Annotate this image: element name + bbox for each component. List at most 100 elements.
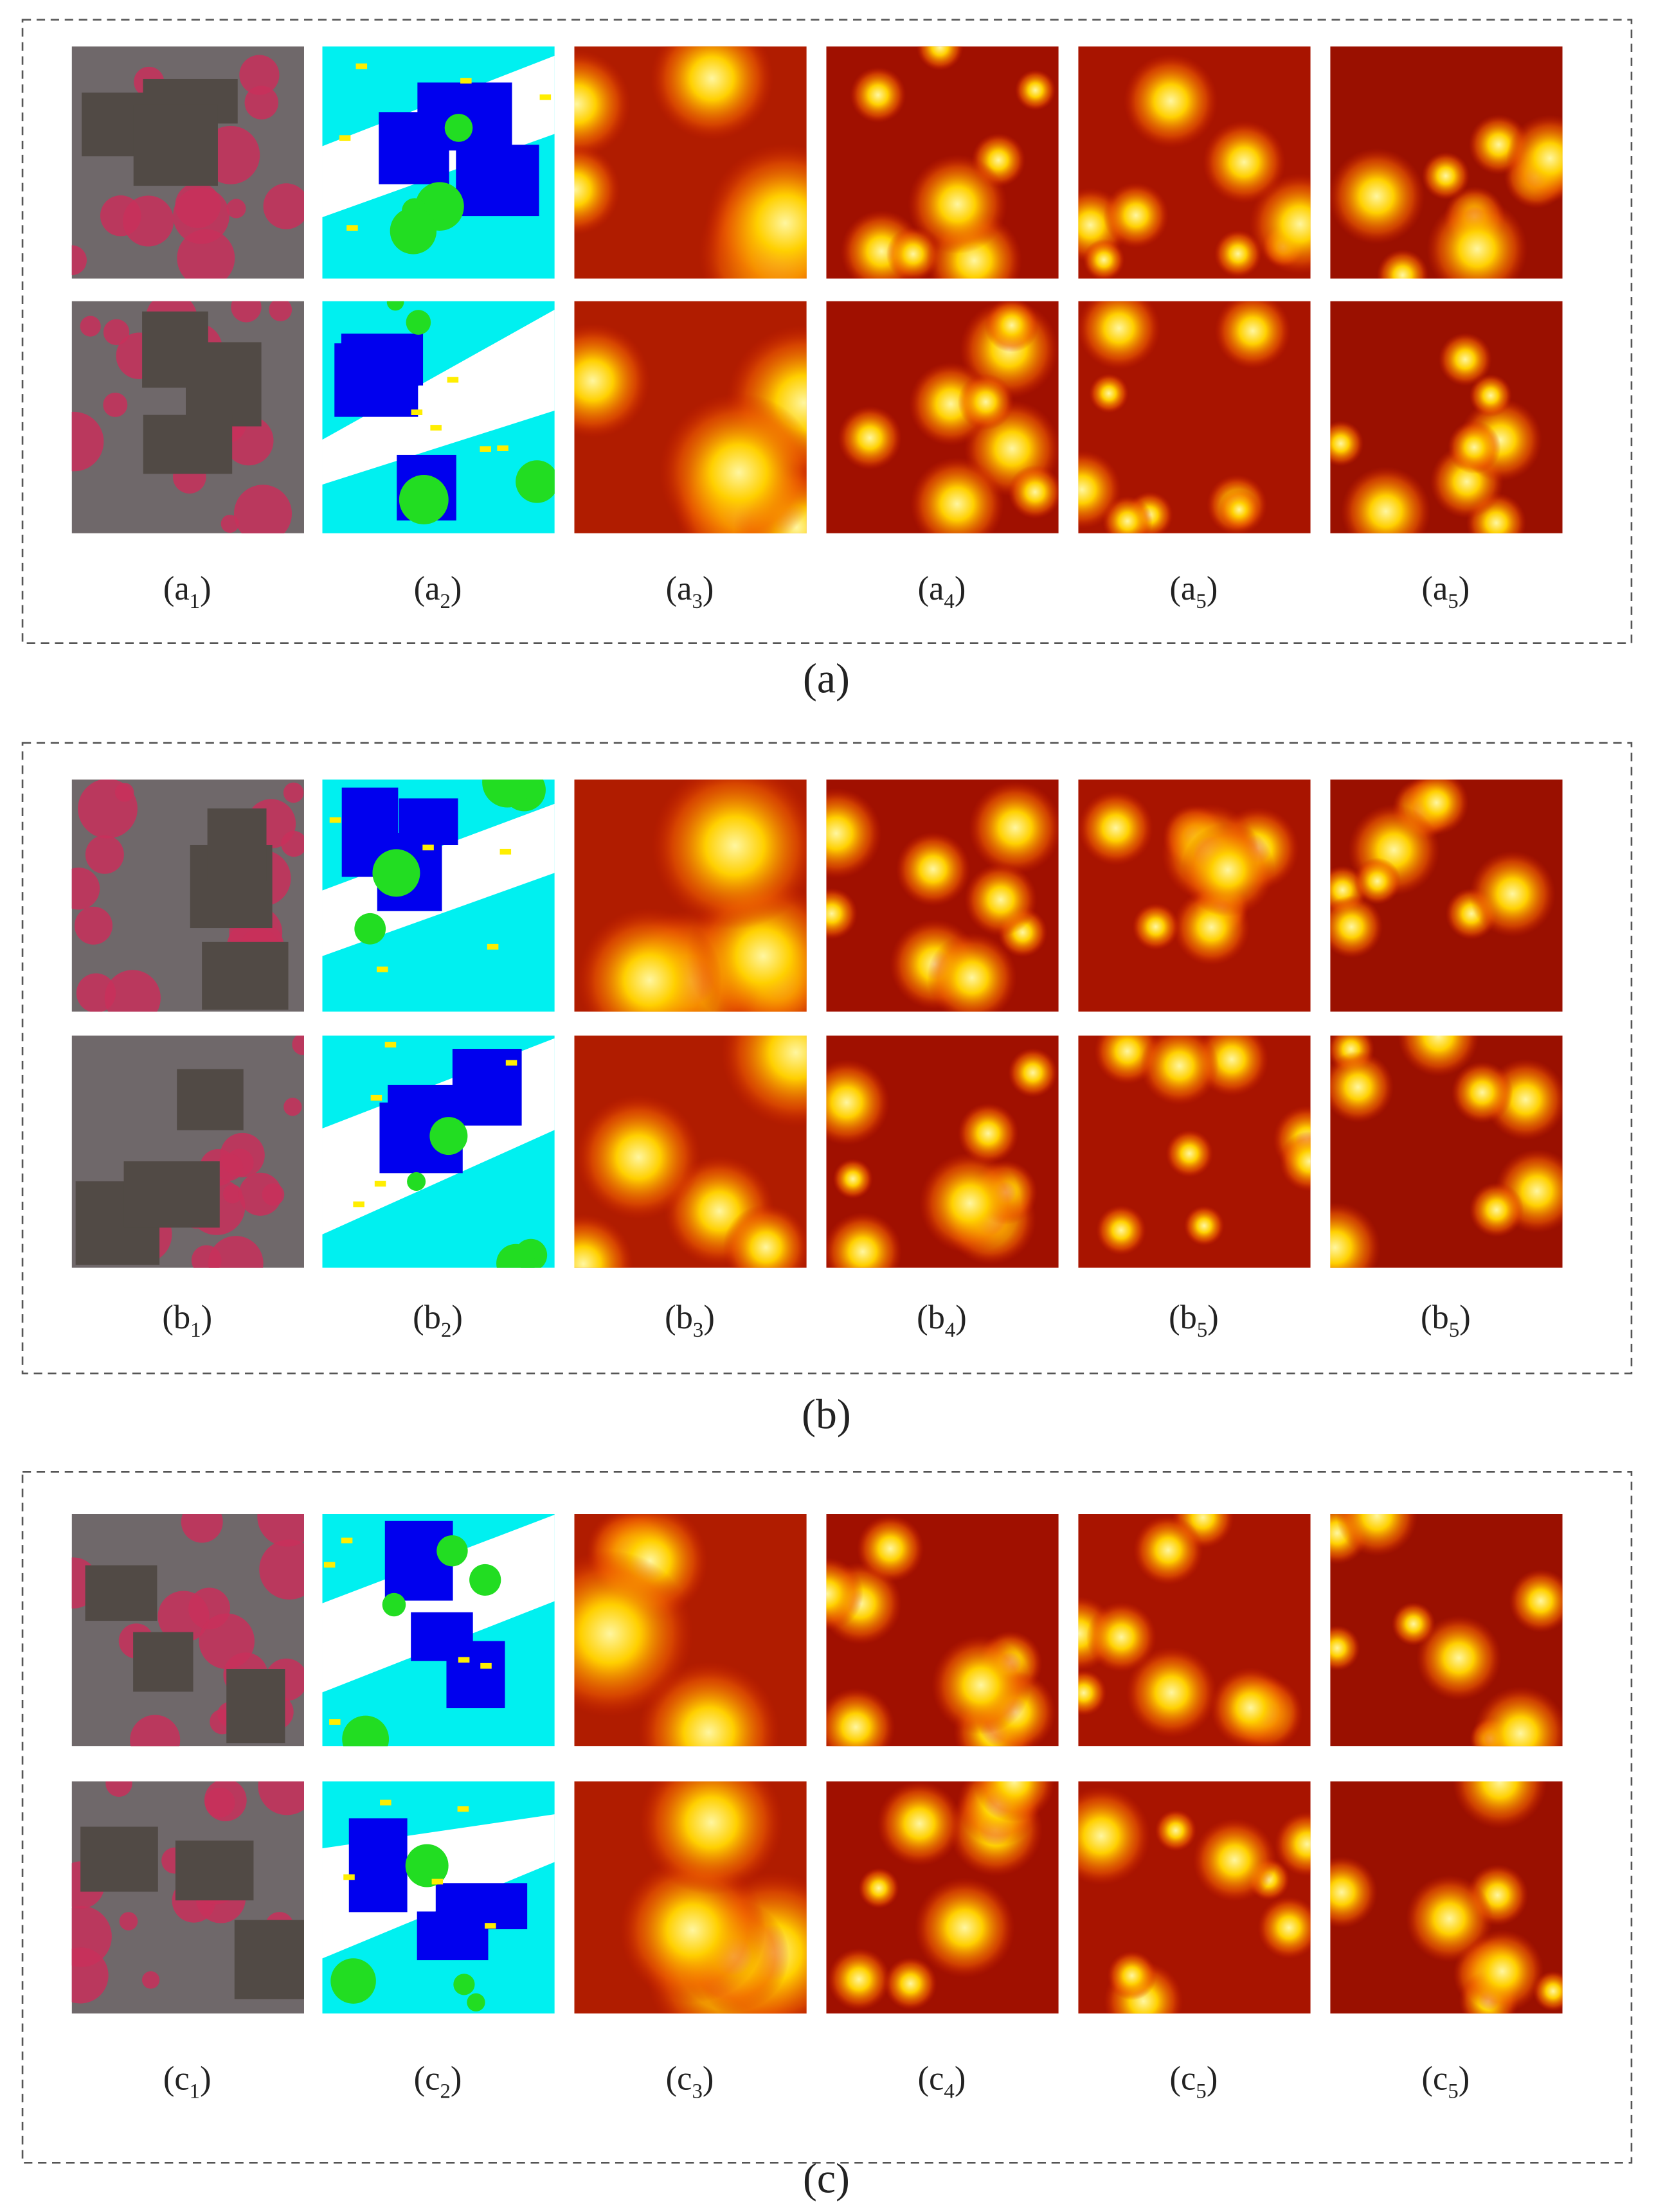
label-subscript: 3 [693,1319,703,1342]
activation [1426,198,1528,279]
vegetation [157,1591,210,1643]
car [485,1923,496,1929]
activation [908,154,1007,254]
vegetation [283,1098,302,1116]
subfigure-label: (b5) [1169,1299,1219,1342]
activation [1107,1950,1157,2001]
tile [1330,1781,1563,2014]
tile [322,780,555,1012]
tile [71,301,304,533]
activation [858,1868,899,1909]
subfigure-label: (c5) [1170,2060,1218,2103]
tile [574,1781,807,2014]
panel-caption: (b) [802,1391,851,1438]
activation [826,1059,890,1146]
activation [1330,420,1364,467]
activation [1330,895,1383,958]
road [322,309,555,485]
subfigure-label: (c4) [918,2060,966,2103]
subfigure-label: (c3) [666,2060,714,2103]
label-subscript: 4 [944,590,954,613]
label-open: (c [163,2060,190,2098]
activation [1469,1182,1524,1238]
tile [574,1035,807,1268]
vegetation [208,1236,264,1268]
tree [467,1993,485,2011]
activation [1473,1686,1563,1747]
label-close: ) [703,1299,715,1336]
label-close: ) [1459,1299,1471,1336]
panel-border [21,19,1633,644]
label-open: (a [1422,570,1448,607]
car [458,1657,470,1663]
vegetation [199,1613,255,1670]
label-open: (c [414,2060,440,2098]
vegetation [257,1513,304,1547]
activation [838,406,902,470]
car [460,78,472,84]
activation [1461,1929,1544,2013]
roof [142,311,208,388]
activation [877,1781,962,1866]
vegetation [123,195,174,247]
label-close: ) [955,570,966,607]
roof [234,1920,304,1999]
activation [1083,239,1125,279]
roof [133,104,218,186]
building [411,1612,473,1661]
label-open: (a [666,570,692,607]
activation [1506,114,1563,202]
activation [619,1857,766,2003]
vegetation [269,301,292,321]
activation [856,1515,924,1582]
activation [832,1159,873,1199]
label-open: (b [1169,1299,1197,1336]
vegetation [204,1781,247,1822]
tree [342,1715,390,1747]
roof [123,1161,220,1228]
tile [574,780,807,1012]
label-subscript: 3 [692,590,702,613]
activation [1103,183,1169,249]
car [447,377,459,383]
activation [1257,1896,1311,1959]
label-open: (a [163,570,190,607]
activation [650,46,774,140]
activation [1219,489,1260,530]
activation [651,780,807,929]
activation [1183,1206,1225,1246]
label-open: (b [162,1299,190,1336]
label-open: (a [918,570,944,607]
tile [71,46,304,279]
tile [1078,1035,1311,1268]
tile [1078,301,1311,533]
label-close: ) [1207,1299,1219,1336]
subfigure-label: (c5) [1422,2060,1470,2103]
subfigure-label: (a5) [1170,570,1218,613]
activation [639,1781,784,1895]
activation [1509,1569,1563,1633]
roof [226,1668,285,1744]
roof [143,415,233,474]
vegetation [231,301,262,323]
tree [399,475,449,524]
activation [1279,1131,1311,1191]
subfigure-label: (a4) [918,570,966,613]
tile [826,1781,1059,2014]
activation [1249,174,1311,275]
subfigure-label: (b1) [162,1299,212,1342]
vegetation [141,1971,160,1989]
label-open: (a [414,570,440,607]
activation [1336,1513,1418,1556]
vegetation [244,85,279,120]
tile [574,46,807,279]
car [329,1719,341,1725]
tile [322,1781,555,2014]
activation [1165,1130,1214,1177]
tree [469,1564,501,1596]
tile [1330,1035,1563,1268]
label-close: ) [955,2060,966,2098]
activation [1086,1601,1156,1673]
car [380,1799,391,1806]
activation [574,50,631,158]
